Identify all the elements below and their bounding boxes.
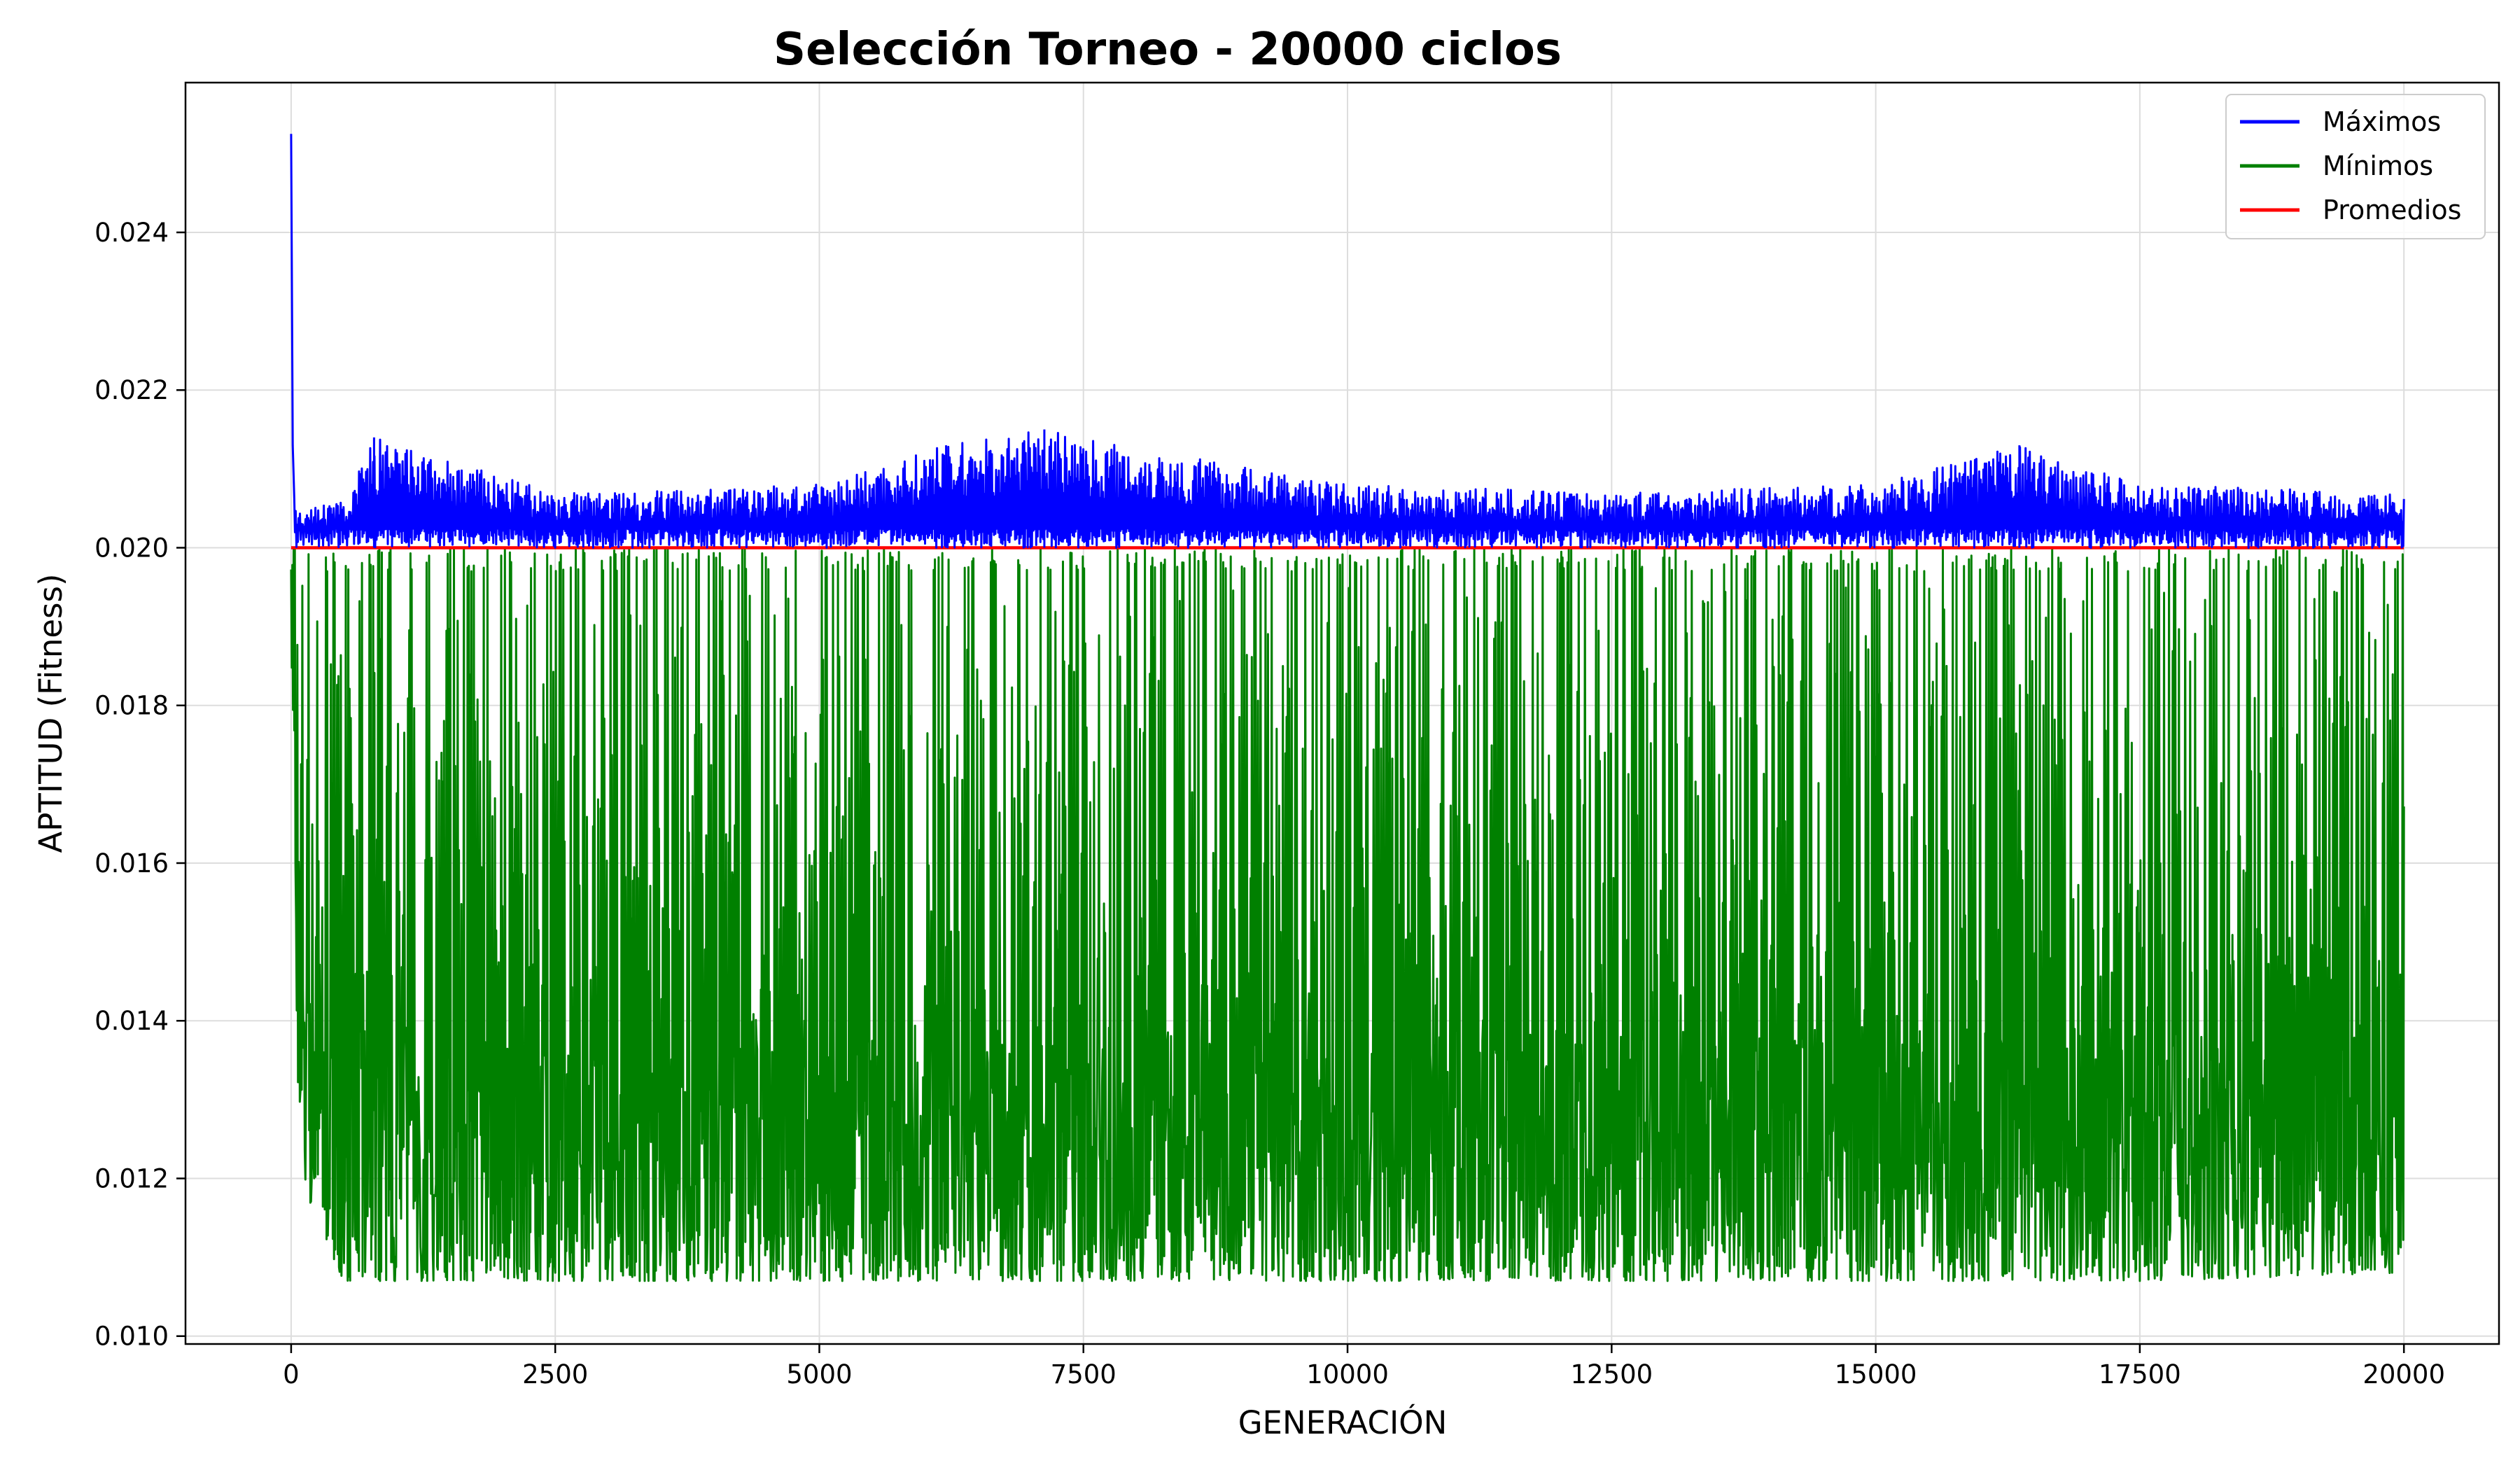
legend: Máximos Mínimos Promedios [2225, 94, 2486, 239]
legend-label-maximos: Máximos [2323, 106, 2441, 137]
x-tick-label: 20000 [2362, 1359, 2445, 1390]
chart-title: Selección Torneo - 20000 ciclos [774, 24, 1562, 76]
x-tick-label: 15000 [1835, 1359, 1917, 1390]
legend-box [2225, 94, 2486, 239]
y-tick-label: 0.022 [94, 375, 169, 405]
legend-label-promedios: Promedios [2323, 195, 2461, 225]
y-tick-label: 0.010 [94, 1322, 169, 1352]
legend-label-minimos: Mínimos [2323, 150, 2433, 181]
plot-frame [184, 81, 2500, 1345]
x-tick-label: 17500 [2099, 1359, 2181, 1390]
series-line-maximos [290, 134, 2405, 549]
x-tick-label: 2500 [522, 1359, 588, 1390]
series-layer [290, 134, 2405, 1282]
x-tick-label: 7500 [1051, 1359, 1116, 1390]
ticks: 0 2500 5000 7500 10000 12500 15000 17500 20000 0.… [94, 218, 2445, 1390]
y-axis-label: APTITUD (Fitness) [32, 573, 69, 853]
x-tick-label: 10000 [1306, 1359, 1389, 1390]
y-tick-label: 0.020 [94, 533, 169, 563]
y-tick-label: 0.018 [94, 691, 169, 721]
x-tick-label: 12500 [1570, 1359, 1653, 1390]
series-line-minimos [290, 547, 2405, 1282]
x-axis-label: GENERACIÓN [1238, 1404, 1448, 1441]
x-tick-label: 0 [283, 1359, 300, 1390]
y-tick-label: 0.014 [94, 1006, 169, 1036]
y-tick-label: 0.016 [94, 848, 169, 878]
y-tick-label: 0.012 [94, 1163, 169, 1194]
x-tick-label: 5000 [786, 1359, 852, 1390]
y-tick-label: 0.024 [94, 218, 169, 248]
